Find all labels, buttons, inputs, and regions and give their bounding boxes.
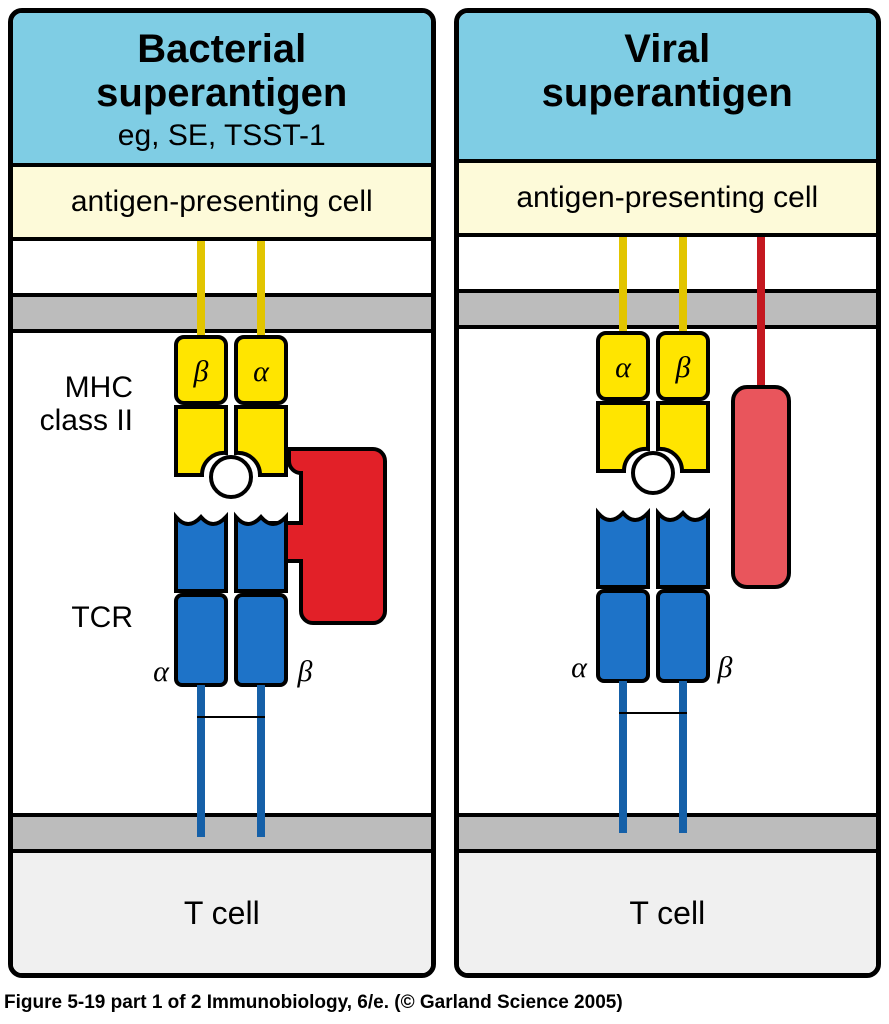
tcr-beta-label: β	[297, 655, 313, 688]
panel-header: Viral superantigen	[459, 13, 877, 163]
tcell-label: T cell	[459, 853, 877, 973]
tcr-label: TCR	[59, 601, 133, 634]
panel-viral: Viral superantigen antigen-presenting ce…	[454, 8, 882, 978]
apc-label: antigen-presenting cell	[459, 163, 877, 237]
figure: Bacterial superantigen eg, SE, TSST-1 an…	[0, 0, 889, 1024]
title-line2: superantigen	[96, 71, 347, 115]
mhc-alpha-label: α	[615, 351, 632, 384]
title-line2: superantigen	[542, 71, 793, 115]
title-line1: Bacterial	[137, 27, 306, 71]
panel-row: Bacterial superantigen eg, SE, TSST-1 an…	[0, 0, 889, 986]
diagram-svg: β α α β	[13, 241, 423, 941]
diagram-svg: α β α β	[459, 237, 869, 937]
tcr-beta-label: β	[716, 651, 732, 684]
mhc-complex	[176, 241, 286, 497]
mhc-label: MHC class II	[23, 371, 133, 437]
mhc-beta-label: β	[674, 351, 690, 384]
panel-title: Bacterial superantigen	[19, 27, 425, 115]
title-line1: Viral	[624, 27, 710, 71]
mhc-beta-label: β	[193, 355, 209, 388]
panel-header: Bacterial superantigen eg, SE, TSST-1	[13, 13, 431, 167]
diagram-area: β α α β MHC class II TCR T cell	[13, 241, 431, 973]
panel-subtitle: eg, SE, TSST-1	[19, 119, 425, 153]
tcell-label: T cell	[13, 853, 431, 973]
apc-label: antigen-presenting cell	[13, 167, 431, 241]
tcr-alpha-label: α	[153, 655, 170, 688]
superantigen-viral	[733, 237, 789, 587]
tcr-alpha-label: α	[571, 651, 588, 684]
tcr-complex	[598, 513, 708, 833]
tcr-complex	[176, 517, 286, 837]
panel-title: Viral superantigen	[465, 27, 871, 115]
diagram-area: α β α β T cell	[459, 237, 877, 973]
mhc-alpha-label: α	[253, 355, 270, 388]
figure-caption: Figure 5-19 part 1 of 2 Immunobiology, 6…	[0, 986, 889, 1024]
mhc-label-line1: MHC	[65, 371, 133, 404]
panel-bacterial: Bacterial superantigen eg, SE, TSST-1 an…	[8, 8, 436, 978]
mhc-label-line2: class II	[40, 404, 133, 437]
